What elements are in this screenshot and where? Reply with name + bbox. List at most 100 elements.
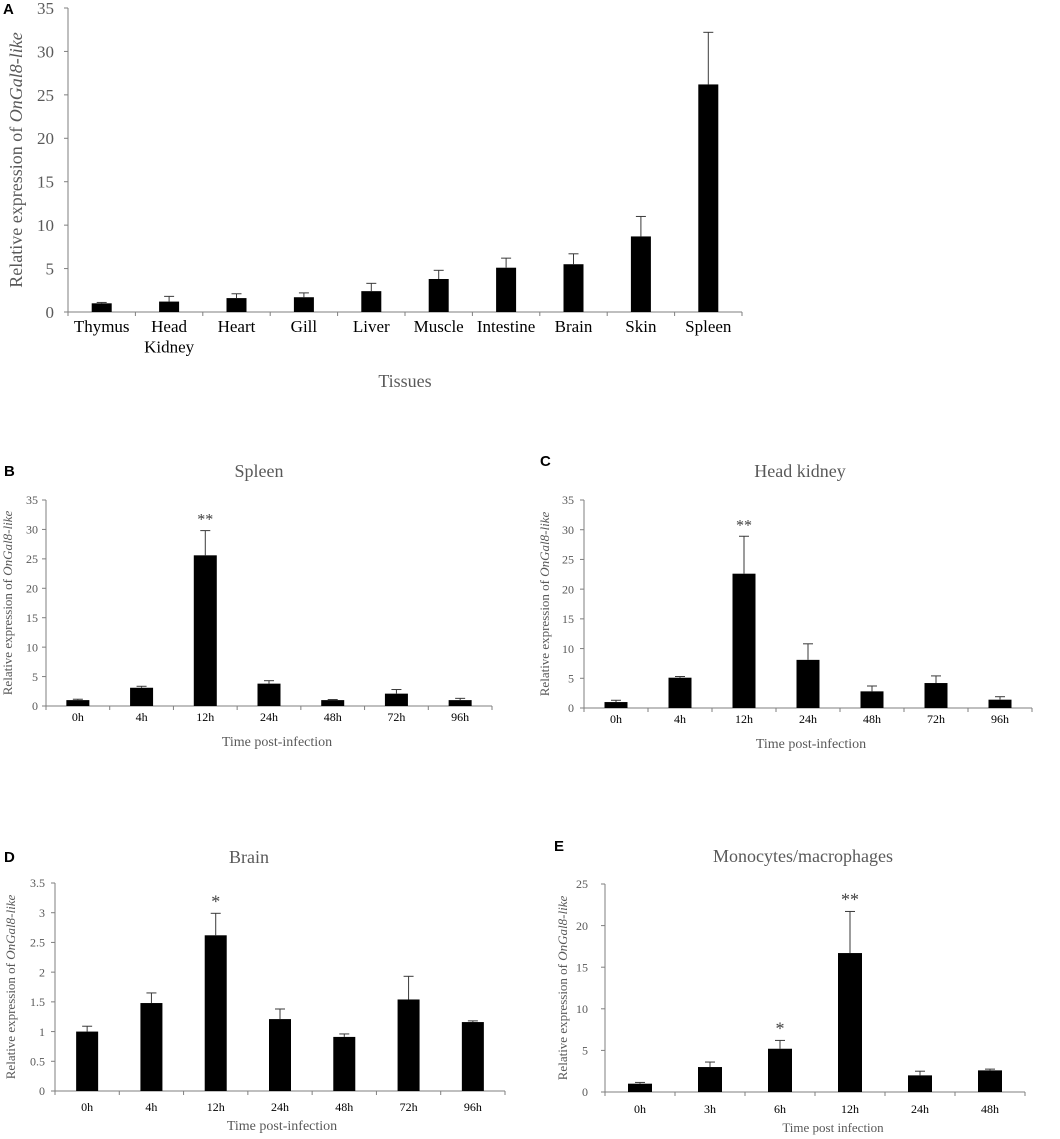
x-tick-label: 24h: [260, 710, 278, 724]
y-tick-label: 15: [37, 173, 54, 192]
bar: [361, 291, 382, 312]
x-tick-label: 0h: [610, 712, 622, 726]
bar: [630, 236, 651, 312]
bar: [924, 683, 948, 708]
bar: [333, 1036, 356, 1091]
significance-label: **: [197, 512, 213, 529]
y-tick-label: 20: [562, 582, 574, 596]
y-tick-label: 25: [37, 86, 54, 105]
x-tick-label: 72h: [400, 1100, 418, 1114]
x-tick-label: 12h: [841, 1102, 859, 1116]
x-tick-label: Heart: [218, 317, 256, 336]
chart-title: Brain: [229, 847, 269, 867]
y-axis-title-gene: OnGal8-like: [555, 896, 570, 961]
y-tick-label: 1: [39, 1025, 45, 1039]
y-tick-label: 0: [39, 1084, 45, 1098]
y-tick-label: 35: [562, 493, 574, 507]
x-tick-label-line: Skin: [625, 317, 657, 336]
x-tick-label-line: Kidney: [144, 337, 195, 356]
y-axis-title: Relative expression of OnGal8-like: [555, 896, 570, 1081]
x-tick-label-line: 3h: [704, 1102, 716, 1116]
chart-panel-a: A 0 5 10 15 20 25 30 35 Thymus Head Kidney Heart Gill…: [3, 0, 743, 391]
x-tick-label: 96h: [464, 1100, 482, 1114]
bar: [698, 84, 719, 312]
x-tick-label: 96h: [991, 712, 1009, 726]
y-axis-title-prefix: Relative expression of: [555, 961, 570, 1081]
y-tick-label: 20: [576, 919, 588, 933]
x-tick-label: Muscle: [414, 317, 464, 336]
bar: [397, 999, 420, 1091]
x-tick-label: Intestine: [477, 317, 536, 336]
bar: [988, 699, 1012, 708]
x-tick-label-line: Thymus: [74, 317, 130, 336]
x-axis-title: Tissues: [378, 371, 431, 391]
bar: [193, 555, 217, 706]
bar: [668, 677, 692, 708]
x-tick-label: 48h: [335, 1100, 353, 1114]
x-tick-label-line: 12h: [196, 710, 214, 724]
x-tick-label: 24h: [271, 1100, 289, 1114]
y-tick-label: 10: [26, 640, 38, 654]
y-axis-title-gene: OnGal8-like: [3, 895, 18, 960]
panel-letter: B: [4, 463, 15, 480]
y-axis-title: Relative expression of OnGal8-like: [3, 895, 18, 1080]
y-axis-title-gene: OnGal8-like: [0, 511, 15, 576]
x-tick-label-line: 72h: [927, 712, 945, 726]
x-tick-label: 4h: [145, 1100, 157, 1114]
y-axis-title: Relative expression of OnGal8-like: [0, 511, 15, 696]
bar: [796, 659, 820, 708]
x-axis-title: Time post-infection: [227, 1119, 337, 1134]
y-tick-label: 10: [576, 1002, 588, 1016]
y-tick-label: 3: [39, 906, 45, 920]
x-tick-label-line: 24h: [271, 1100, 289, 1114]
chart-panel-d: D Brain 0 0.5 1 1.5 2 2.5 3 3.5 0h 4h * 12h 24h 48h 72h 9…: [3, 847, 506, 1134]
x-tick-label-line: 12h: [207, 1100, 225, 1114]
y-tick-label: 20: [26, 581, 38, 595]
x-tick-label-line: 12h: [735, 712, 753, 726]
x-tick-label-line: 48h: [981, 1102, 999, 1116]
x-tick-label: 24h: [911, 1102, 929, 1116]
y-tick-label: 10: [562, 642, 574, 656]
y-tick-label: 0.5: [30, 1054, 45, 1068]
y-tick-label: 35: [37, 0, 54, 18]
x-tick-label-line: 4h: [136, 710, 148, 724]
y-axis-title-prefix: Relative expression of: [6, 122, 26, 287]
y-tick-label: 15: [26, 611, 38, 625]
x-tick-label: Brain: [555, 317, 593, 336]
x-tick-label-line: 48h: [335, 1100, 353, 1114]
x-tick-label-line: Gill: [291, 317, 318, 336]
bar: [698, 1067, 722, 1092]
bar: [838, 953, 862, 1092]
x-tick-label: 72h: [927, 712, 945, 726]
y-axis-title-gene: OnGal8-like: [6, 32, 26, 122]
x-tick-label-line: Brain: [555, 317, 593, 336]
panel-letter: A: [3, 1, 14, 18]
bar: [204, 935, 227, 1091]
panel-letter: E: [554, 838, 564, 855]
chart-title: Head kidney: [754, 461, 845, 481]
bar: [768, 1048, 792, 1092]
x-tick-label: 48h: [324, 710, 342, 724]
x-tick-label: 24h: [799, 712, 817, 726]
y-tick-label: 30: [26, 523, 38, 537]
x-tick-label-line: Muscle: [414, 317, 464, 336]
bar: [732, 573, 756, 708]
bar: [860, 691, 884, 708]
x-tick-label-line: 96h: [464, 1100, 482, 1114]
chart-title: Spleen: [235, 461, 284, 481]
x-tick-label: Thymus: [74, 317, 130, 336]
x-tick-label-line: 12h: [841, 1102, 859, 1116]
y-axis-title: Relative expression of OnGal8-like: [537, 512, 552, 697]
x-tick-label: Head Kidney: [144, 317, 195, 356]
x-axis-title: Time post infection: [782, 1120, 884, 1135]
x-tick-label-line: Heart: [218, 317, 256, 336]
bar: [978, 1070, 1002, 1092]
x-tick-label: 0h: [634, 1102, 646, 1116]
bar: [563, 264, 584, 312]
x-tick-label-line: 24h: [911, 1102, 929, 1116]
x-tick-label-line: 24h: [260, 710, 278, 724]
chart-panel-b: B Spleen 0 5 10 15 20 25 30 35 0h 4h ** 12h 24h 48h 72h 9…: [0, 461, 493, 750]
x-tick-label: Liver: [353, 317, 390, 336]
y-tick-label: 3.5: [30, 876, 45, 890]
